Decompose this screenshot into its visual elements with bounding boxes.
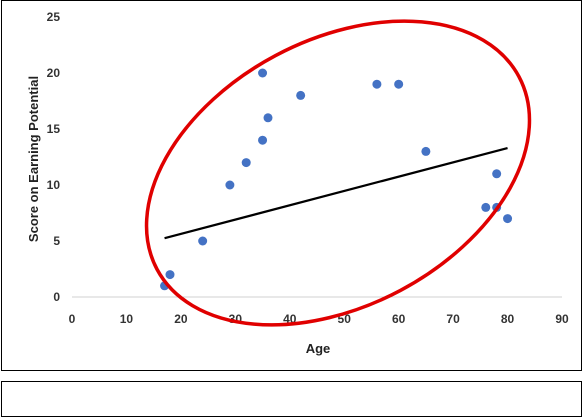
chart-frame: 0 5 10 15 20 25 0 10 20 30 40 50 60 70 80 90 Age Score… <box>1 0 582 371</box>
data-point <box>421 146 431 156</box>
x-tick-label: 70 <box>446 312 460 326</box>
y-tick-label: 15 <box>47 122 61 136</box>
y-tick-label: 20 <box>47 66 61 80</box>
y-tick-label: 5 <box>53 234 60 248</box>
x-tick-label: 60 <box>392 312 406 326</box>
data-point <box>258 68 268 78</box>
data-point <box>481 202 491 212</box>
data-point <box>296 90 306 100</box>
data-point <box>198 236 208 246</box>
y-tick-label: 25 <box>47 10 61 24</box>
x-tick-label: 0 <box>69 312 76 326</box>
y-tick-label: 10 <box>47 178 61 192</box>
x-tick-label: 10 <box>120 312 134 326</box>
highlight-ellipse <box>144 19 532 327</box>
data-point <box>225 180 235 190</box>
data-point <box>503 214 513 224</box>
y-tick-label: 0 <box>53 290 60 304</box>
x-tick-label: 20 <box>174 312 188 326</box>
data-point <box>372 79 382 89</box>
x-tick-label: 80 <box>501 312 515 326</box>
caption-box <box>1 381 582 417</box>
data-point <box>492 169 502 179</box>
trendline <box>164 146 508 240</box>
x-axis-title: Age <box>306 341 331 356</box>
x-tick-label: 90 <box>555 312 569 326</box>
data-point <box>394 79 404 89</box>
data-point <box>263 113 273 123</box>
x-tick-labels: 0 10 20 30 40 50 60 70 80 90 <box>69 312 569 326</box>
data-point <box>241 158 251 168</box>
y-tick-labels: 0 5 10 15 20 25 <box>47 10 61 304</box>
y-axis-title: Score on Earning Potential <box>26 76 41 242</box>
data-point <box>258 135 268 145</box>
data-point <box>165 270 175 280</box>
